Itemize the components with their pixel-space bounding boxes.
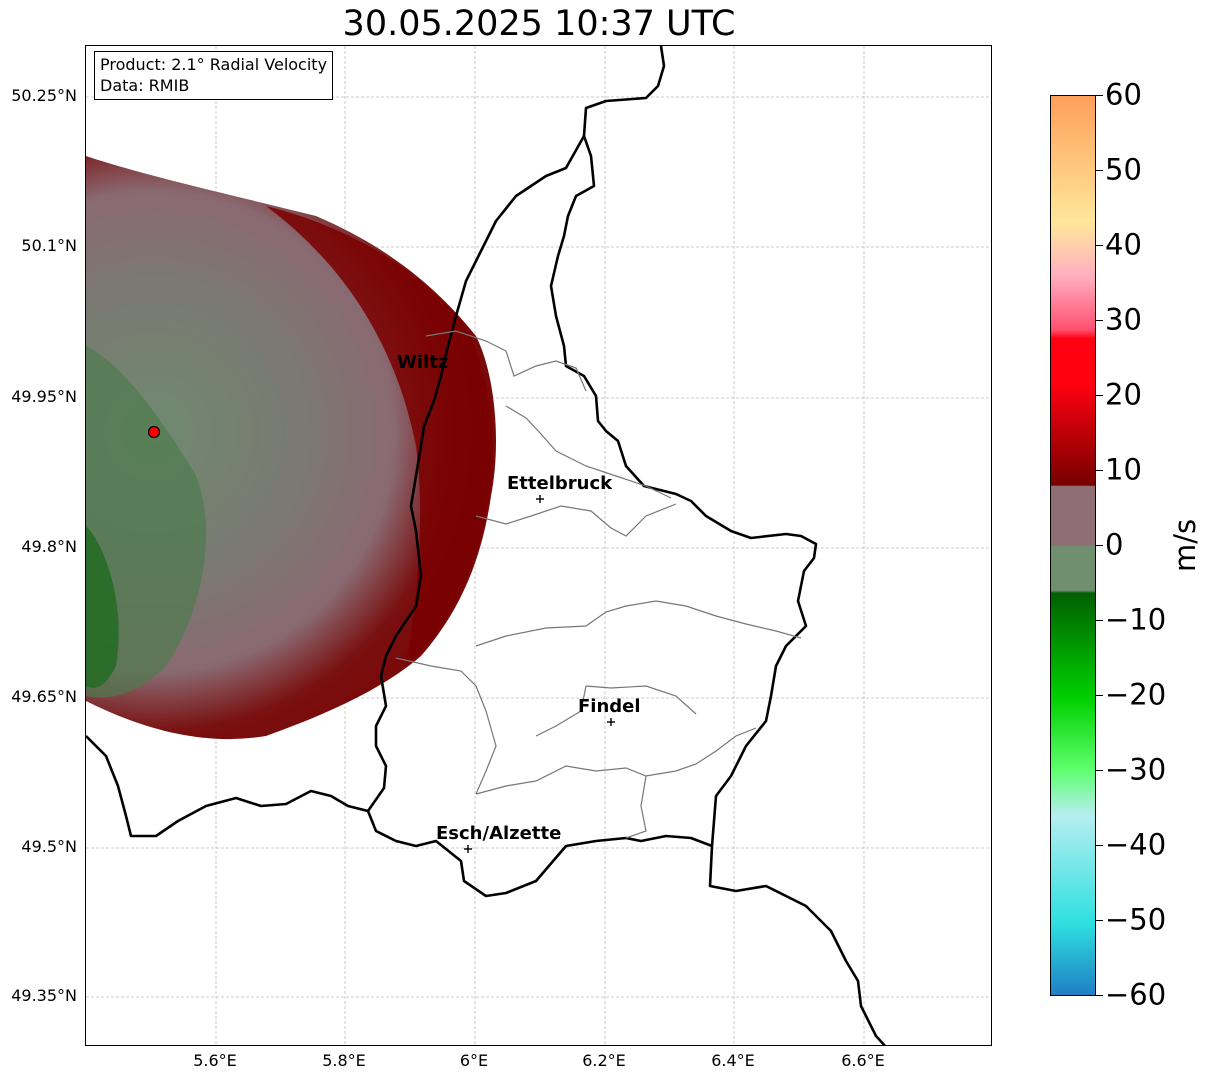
city-label-wiltz: Wiltz — [397, 352, 448, 373]
map-title: 30.05.2025 10:37 UTC — [342, 4, 736, 44]
lon-label: 6.6°E — [841, 1051, 885, 1070]
colorbar-tick: 40 — [1105, 227, 1142, 262]
colorbar-tick: 10 — [1105, 452, 1142, 487]
lon-label: 5.6°E — [193, 1051, 237, 1070]
colorbar-tick: 0 — [1105, 527, 1124, 562]
colorbar-tick: −30 — [1105, 752, 1167, 787]
lat-label: 50.1°N — [21, 236, 77, 255]
lat-label: 50.25°N — [11, 86, 77, 105]
city-label-esch-alzette: Esch/Alzette — [436, 823, 561, 844]
colorbar-tick: 20 — [1105, 377, 1142, 412]
radar-echo — [86, 156, 496, 740]
colorbar-gradient — [1051, 96, 1095, 995]
colorbar-tick: −50 — [1105, 902, 1167, 937]
lat-label: 49.5°N — [21, 837, 77, 856]
radar-map-canvas: Wiltz Ettelbruck Findel Esch/Alzette — [86, 46, 991, 1045]
lat-label: 49.35°N — [11, 986, 77, 1005]
radar-site-marker — [147, 425, 161, 439]
colorbar-tick: −60 — [1105, 977, 1167, 1012]
lon-label: 6.2°E — [582, 1051, 626, 1070]
lat-label: 49.95°N — [11, 387, 77, 406]
canton-borders — [395, 330, 802, 839]
velocity-colorbar — [1050, 95, 1096, 996]
lat-label: 49.8°N — [21, 537, 77, 556]
city-label-ettelbruck: Ettelbruck — [507, 473, 613, 494]
info-box: Product: 2.1° Radial Velocity Data: RMIB — [94, 51, 334, 100]
colorbar-tick: −40 — [1105, 827, 1167, 862]
product-label: Product: 2.1° Radial Velocity — [100, 55, 328, 74]
lon-label: 5.8°E — [322, 1051, 366, 1070]
radar-map[interactable]: Wiltz Ettelbruck Findel Esch/Alzette — [85, 45, 992, 1046]
city-label-findel: Findel — [578, 696, 641, 717]
country-borders — [86, 46, 886, 1045]
city-markers — [464, 495, 615, 853]
colorbar-tick: −20 — [1105, 677, 1167, 712]
colorbar-unit-label: m/s — [1168, 518, 1202, 572]
colorbar-tick: 60 — [1105, 77, 1142, 112]
colorbar-tick: 30 — [1105, 302, 1142, 337]
lon-label: 6.4°E — [711, 1051, 755, 1070]
colorbar-tick: 50 — [1105, 152, 1142, 187]
lat-label: 49.65°N — [11, 687, 77, 706]
colorbar-tick: −10 — [1105, 602, 1167, 637]
data-source-label: Data: RMIB — [100, 76, 190, 95]
lon-label: 6°E — [459, 1051, 489, 1070]
